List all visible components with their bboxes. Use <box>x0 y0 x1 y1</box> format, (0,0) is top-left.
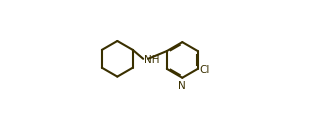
Text: NH: NH <box>144 54 159 64</box>
Text: N: N <box>178 80 186 90</box>
Text: Cl: Cl <box>199 64 209 74</box>
